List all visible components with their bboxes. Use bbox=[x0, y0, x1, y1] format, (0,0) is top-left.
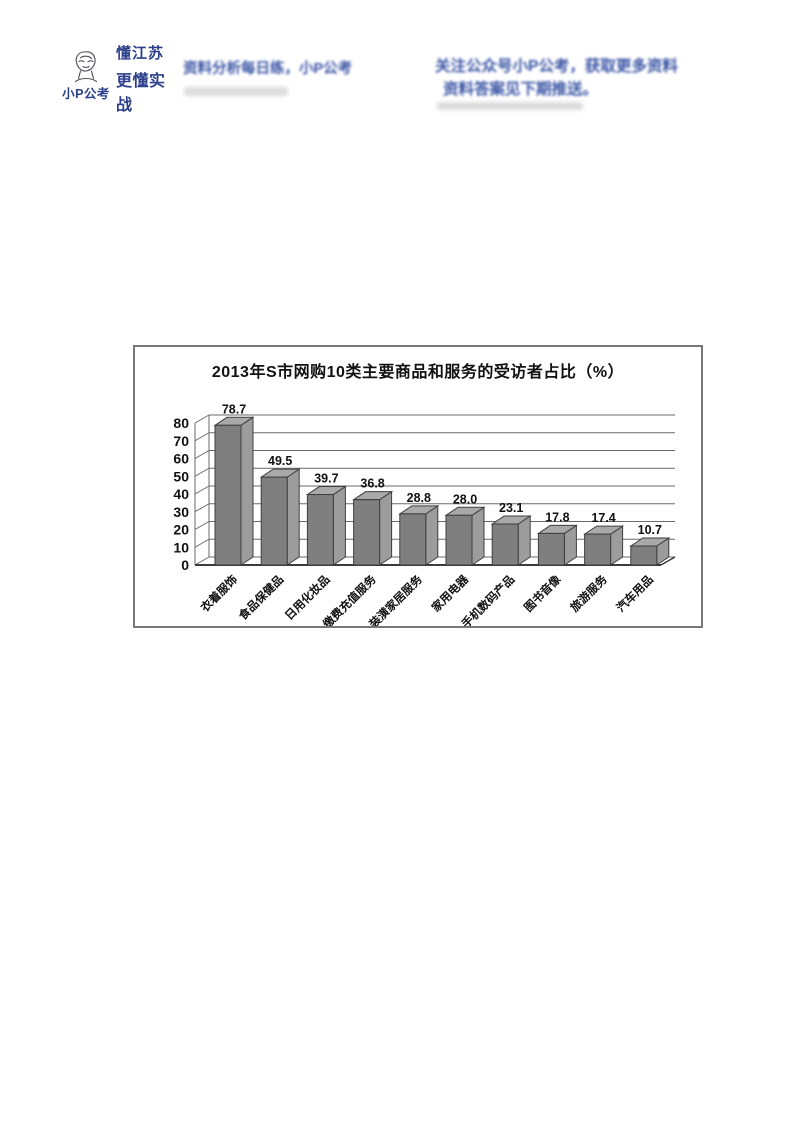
y-tick-label: 20 bbox=[173, 522, 189, 538]
y-tick-label: 50 bbox=[173, 468, 189, 484]
value-label: 10.7 bbox=[638, 523, 662, 537]
logo-slogan: 懂江苏 更懂实战 bbox=[114, 45, 180, 114]
value-label: 17.4 bbox=[591, 511, 615, 525]
bar bbox=[584, 533, 612, 566]
bar-side-face bbox=[379, 490, 393, 566]
logo-name: 小P公考 bbox=[62, 87, 110, 101]
y-tick-label: 0 bbox=[181, 557, 189, 573]
chart-panel: 2013年S市网购10类主要商品和服务的受访者占比（%） 0 10 20 30 40 50… bbox=[133, 345, 703, 628]
value-label: 28.8 bbox=[407, 491, 431, 505]
y-tick-label: 70 bbox=[173, 433, 189, 449]
logo-left: 小P公考 bbox=[58, 48, 114, 108]
bar bbox=[260, 476, 288, 566]
grid-slant bbox=[194, 538, 210, 548]
chart-title: 2013年S市网购10类主要商品和服务的受访者占比（%） bbox=[211, 364, 625, 381]
bar-side-face bbox=[471, 506, 485, 566]
grid-slant bbox=[194, 414, 210, 424]
grid-slant bbox=[194, 467, 210, 477]
floor-edge bbox=[660, 556, 676, 566]
bar-side-face bbox=[240, 416, 254, 566]
value-label: 17.8 bbox=[545, 510, 569, 524]
bar bbox=[399, 513, 427, 566]
bar bbox=[537, 532, 565, 566]
y-tick-label: 30 bbox=[173, 504, 189, 520]
grid-slant bbox=[194, 556, 210, 566]
bar bbox=[214, 424, 242, 566]
value-label: 39.7 bbox=[314, 472, 338, 486]
mascot-sketch-icon bbox=[74, 51, 98, 83]
value-label: 28.0 bbox=[453, 492, 477, 506]
bar-side-face bbox=[286, 468, 300, 566]
category-label: 图书音像 bbox=[521, 572, 564, 615]
faded-text-artifact bbox=[437, 102, 583, 110]
header-right-line2: 资料答案见下期推送。 bbox=[443, 81, 599, 98]
header-left-text: 资料分析每日练，小P公考 bbox=[183, 61, 353, 77]
grid-slant bbox=[194, 485, 210, 495]
y-tick-label: 80 bbox=[173, 415, 189, 431]
y-tick-label: 60 bbox=[173, 451, 189, 467]
value-label: 78.7 bbox=[222, 402, 246, 416]
header-right-text: 关注公众号小P公考，获取更多资料 资料答案见下期推送。 bbox=[435, 55, 715, 101]
category-label: 衣着服饰 bbox=[198, 572, 241, 615]
bar-side-face bbox=[332, 485, 346, 566]
bar bbox=[353, 499, 381, 566]
value-label: 49.5 bbox=[268, 454, 292, 468]
bar bbox=[306, 494, 334, 566]
bar-side-face bbox=[425, 504, 439, 566]
grid-slant bbox=[194, 521, 210, 530]
bar bbox=[491, 523, 519, 566]
grid-slant bbox=[194, 450, 210, 459]
header-right-line1: 关注公众号小P公考，获取更多资料 bbox=[435, 58, 678, 75]
category-label: 汽车用品 bbox=[613, 572, 655, 614]
bar bbox=[445, 514, 473, 566]
y-tick-label: 40 bbox=[173, 486, 189, 502]
bar bbox=[630, 545, 658, 566]
faded-text-artifact bbox=[184, 87, 288, 96]
category-label: 食品保健品 bbox=[236, 572, 287, 623]
y-tick-label: 10 bbox=[173, 539, 189, 555]
slogan-line-2: 更懂实战 bbox=[116, 72, 166, 114]
value-label: 23.1 bbox=[499, 501, 523, 515]
category-label: 日用化妆品 bbox=[282, 572, 333, 623]
value-label: 36.8 bbox=[360, 477, 384, 491]
logo-box: 小P公考 懂江苏 更懂实战 bbox=[58, 45, 180, 114]
category-label: 家用电器 bbox=[429, 572, 472, 615]
grid-slant bbox=[194, 503, 210, 513]
grid-slant bbox=[194, 432, 210, 442]
category-label: 旅游服务 bbox=[567, 572, 610, 615]
bar-chart-svg: 0102030405060708078.7衣着服饰49.5食品保健品39.7日用… bbox=[173, 402, 676, 626]
slogan-line-1: 懂江苏 bbox=[116, 44, 165, 62]
